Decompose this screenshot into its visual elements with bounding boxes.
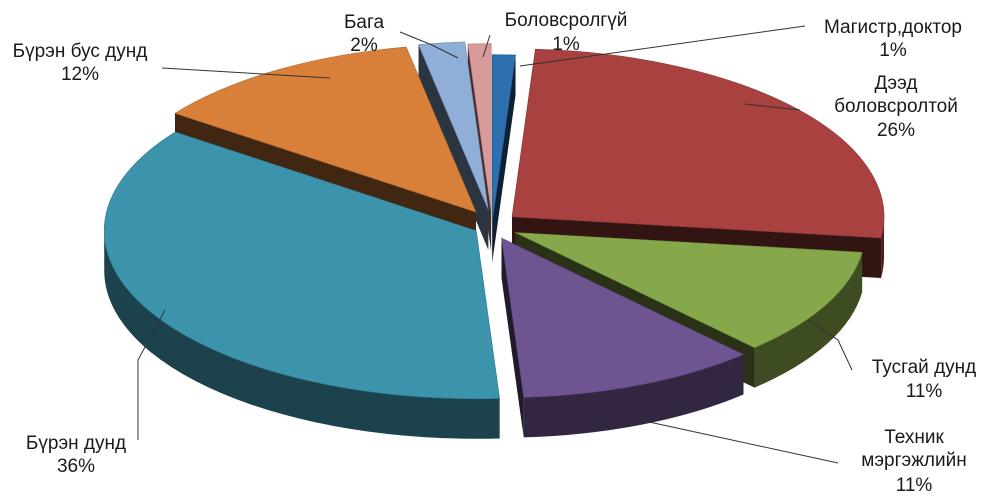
- data-label-name-боловсролгүй-0: Боловсролгүй: [505, 10, 628, 31]
- pie-slice-боловсролгүй: [467, 43, 492, 212]
- pie-slice-дээд-боловсролтой: [511, 48, 885, 239]
- data-label-name-бүрэн-дунд-0: Бүрэн дунд: [26, 433, 126, 454]
- data-label-value-магистр-доктор: 1%: [879, 40, 907, 61]
- slice-side-техник-мэргэжлийн-0: [523, 354, 744, 438]
- data-label-name-дээд-боловсролтой-0: Дээд: [875, 73, 918, 94]
- slice-wall-техник-мэргэжлийн-1: [501, 238, 524, 438]
- leader-line-бүрэн-дунд: [137, 309, 166, 440]
- pie-slice-бүрэн-дунд: [103, 131, 500, 400]
- data-label-value-боловсролгүй: 1%: [552, 34, 580, 55]
- pie-slice-бүрэн-бус-дунд: [174, 46, 477, 213]
- data-label-value-бага: 2%: [350, 35, 378, 56]
- data-label-value-тусгай-дунд: 11%: [906, 381, 943, 402]
- leader-line-тусгай-дунд: [807, 319, 853, 371]
- leader-line-бага: [399, 31, 459, 59]
- data-label-value-бүрэн-дунд: 36%: [57, 456, 95, 477]
- data-label-name-дээд-боловсролтой-1: боловсролтой: [834, 96, 958, 117]
- data-label-name-тусгай-дунд-0: Тусгай дунд: [872, 357, 976, 378]
- data-label-name-магистр-доктор-0: Магистр,доктор: [824, 17, 962, 38]
- leader-line-бүрэн-бус-дунд: [161, 67, 331, 79]
- pie-slice-тусгай-дунд: [515, 232, 863, 348]
- data-label-name-техник-мэргэжлийн-1: мэргэжлийн: [861, 450, 966, 471]
- data-label-name-бүрэн-бус-дунд-0: Бүрэн бус дунд: [13, 41, 148, 62]
- data-label-value-дээд-боловсролтой: 26%: [877, 120, 915, 141]
- leader-line-техник-мэргэжлийн: [639, 419, 839, 464]
- pie-slice-техник-мэргэжлийн: [501, 237, 745, 398]
- pie-slice-магистр-доктор: [491, 54, 516, 223]
- data-label-value-бүрэн-бус-дунд: 12%: [61, 64, 99, 85]
- leader-line-магистр-доктор: [519, 25, 806, 67]
- data-label-name-техник-мэргэжлийн-0: Техник: [884, 427, 944, 448]
- slice-wall-бага-0: [418, 44, 489, 250]
- leader-line-дээд-боловсролтой: [744, 103, 801, 111]
- data-label-name-бага-0: Бага: [344, 12, 385, 33]
- slice-wall-магистр-доктор-1: [492, 55, 516, 263]
- leader-line-боловсролгүй: [482, 34, 491, 58]
- slice-side-дээд-боловсролтой-0: [881, 216, 885, 278]
- pie-slice-бага: [418, 41, 489, 210]
- data-label-value-техник-мэргэжлийн: 11%: [896, 475, 933, 496]
